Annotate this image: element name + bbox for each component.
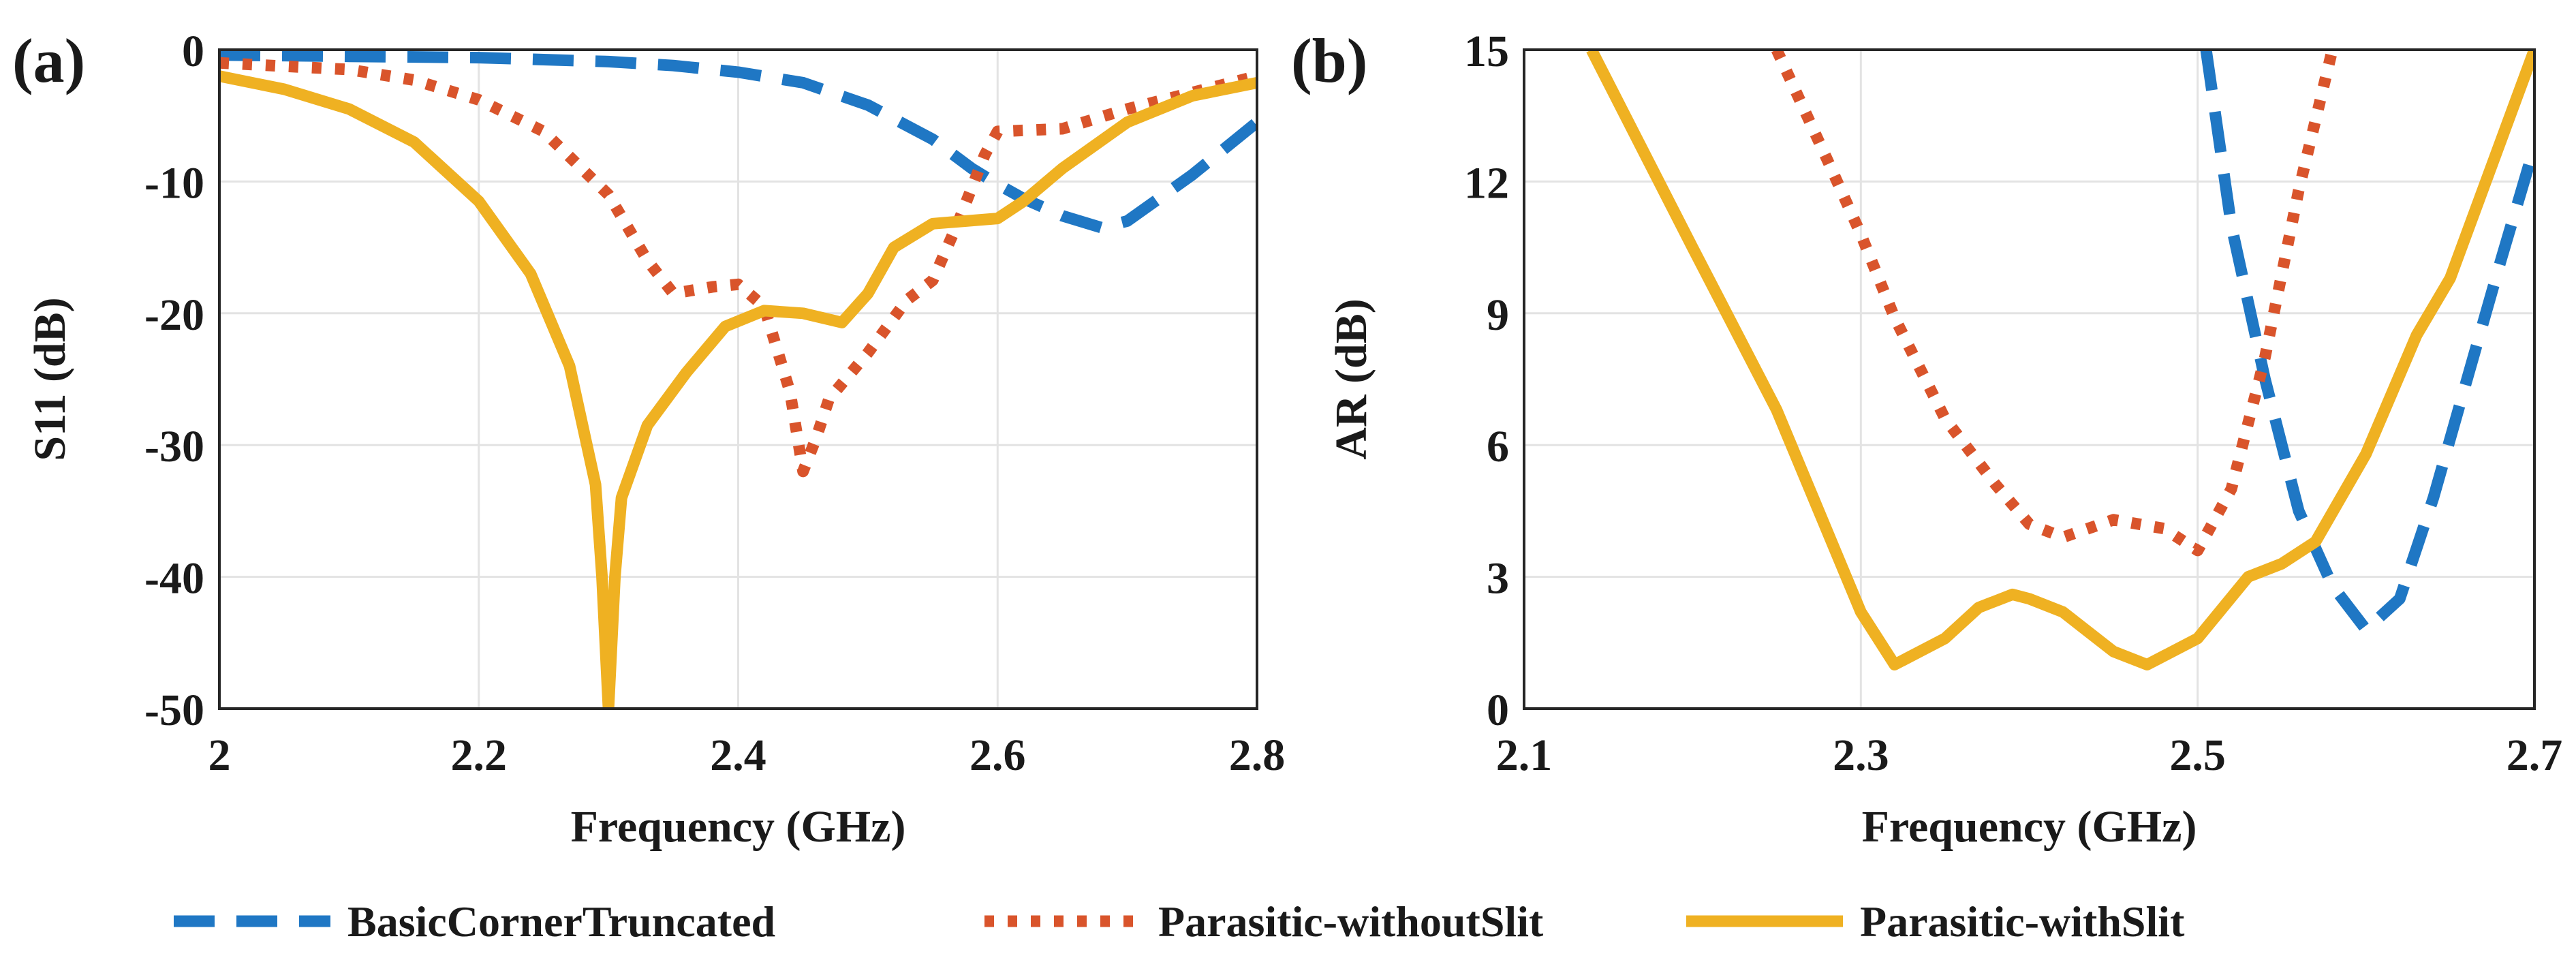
panel-a: 2 2.2 2.4 2.6 2.8 0 -10 -20 -30 -40 -50 Frequency (…: [12, 26, 1285, 852]
series-group: [219, 49, 1257, 710]
x-tick-label: 2.8: [1229, 730, 1286, 780]
y-tick-label: -20: [144, 290, 204, 340]
x-tick-label: 2.7: [2507, 730, 2563, 780]
series-line-Parasitic-withoutSlit: [1771, 48, 2338, 557]
x-axis-title: Frequency (GHz): [571, 802, 906, 852]
panel-b: 2.1 2.3 2.5 2.7 0 3 6 9 12 15 Frequency (GHz) AR (d…: [1291, 26, 2562, 852]
y-tick-label: 3: [1487, 554, 1509, 604]
panel-label: (b): [1291, 26, 1367, 95]
x-tick-label: 2.5: [2169, 730, 2226, 780]
series-line-BasicCornerTruncated: [2200, 48, 2534, 636]
y-tick-label: 12: [1464, 158, 1509, 208]
x-tick-label: 2.1: [1496, 730, 1553, 780]
series-line-Parasitic-withSlit: [219, 70, 1257, 710]
x-tick-label: 2.2: [451, 730, 508, 780]
y-tick-label: -40: [144, 554, 204, 604]
y-tick-label: 0: [182, 27, 204, 76]
y-tick-label: -50: [144, 685, 204, 735]
x-tick-label: 2: [208, 730, 231, 780]
x-tick-label: 2.6: [969, 730, 1026, 780]
plot-frame: [218, 48, 1258, 710]
y-tick-label: 6: [1487, 422, 1509, 472]
series-line-Parasitic-withSlit: [1586, 48, 2534, 670]
y-tick-label: -10: [144, 158, 204, 208]
y-axis-title: AR (dB): [1326, 298, 1376, 460]
panel-label: (a): [12, 26, 85, 95]
x-tick-label: 2.3: [1833, 730, 1889, 780]
y-tick-label: -30: [144, 422, 204, 472]
legend-label-Parasitic-withoutSlit: Parasitic-withoutSlit: [1158, 897, 1544, 946]
y-tick-label: 9: [1487, 290, 1509, 340]
x-axis-title: Frequency (GHz): [1862, 802, 2197, 852]
legend: BasicCornerTruncated Parasitic-withoutSli…: [174, 897, 2185, 946]
y-axis-title: S11 (dB): [25, 297, 75, 461]
legend-label-BasicCornerTruncated: BasicCornerTruncated: [347, 897, 775, 946]
series-line-Parasitic-withoutSlit: [219, 57, 1257, 478]
y-tick-label: 15: [1464, 27, 1509, 76]
series-line-BasicCornerTruncated: [219, 49, 1257, 234]
x-tick-label: 2.4: [710, 730, 766, 780]
y-tick-label: 0: [1487, 685, 1509, 735]
series-group: [1586, 48, 2534, 670]
plot-frame: [1523, 48, 2536, 710]
legend-label-Parasitic-withSlit: Parasitic-withSlit: [1860, 897, 2185, 946]
